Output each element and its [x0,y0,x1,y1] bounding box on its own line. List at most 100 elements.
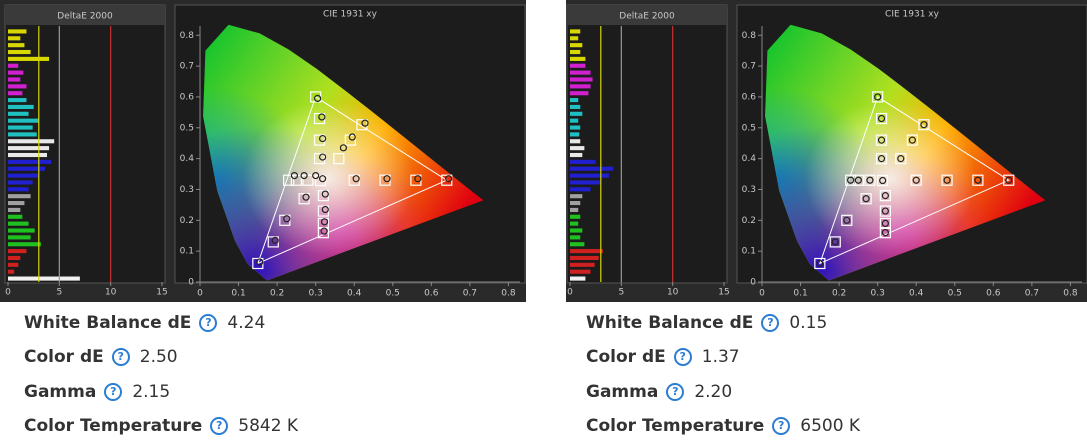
bar [8,63,19,68]
help-icon[interactable]: ? [761,314,780,332]
bar [570,200,581,206]
measured-point [881,229,889,237]
y-tick-label: 0.8 [742,31,757,41]
bar [570,146,585,151]
measured-point [862,195,870,203]
measured-point [321,205,329,214]
measured-point [843,216,851,224]
bar [8,49,31,55]
target-point [879,227,891,239]
stat-value: 6500 K [800,416,861,436]
x-tick-label: 10 [667,288,679,298]
target-point [879,190,891,202]
stat-value: 0.15 [789,313,828,333]
bar [8,180,33,185]
measured-point [866,176,874,184]
measured-point [313,94,322,103]
target-point [290,174,302,186]
bar [8,228,35,233]
plot-bg [4,4,166,284]
x-tick-label: 0.2 [832,289,846,299]
x-tick-label: 0 [197,289,203,299]
bar [8,200,25,206]
y-tick-label: 0 [750,278,756,288]
stat-row: White Balance dE? 4.24 [24,311,265,335]
stat-value: 2.50 [139,347,178,367]
y-tick-label: 0.1 [742,247,756,257]
stat-row: Color dE? 1.37 [586,345,740,369]
bar [570,98,579,103]
measured-point [320,218,329,226]
y-tick-label: 0.4 [180,154,195,164]
help-icon[interactable]: ? [210,417,229,435]
help-icon[interactable]: ? [666,383,685,401]
bar [570,84,591,89]
bar [570,118,579,123]
target-point [356,119,368,131]
bar [570,111,583,116]
stat-row: Gamma? 2.20 [586,380,732,404]
stat-label: Gamma [24,382,97,402]
measured-point [881,219,889,227]
measured-point [912,176,920,184]
bar [8,98,27,103]
chart-title: CIE 1931 xy [323,10,378,20]
measured-point [831,238,839,246]
x-tick-label: 10 [105,288,117,298]
measured-point [256,258,264,266]
target-point [875,112,888,125]
target-point [333,153,345,165]
bar [570,139,581,144]
bar [570,228,583,233]
bar [570,187,591,192]
y-tick-label: 0.5 [180,123,194,133]
bar [8,255,21,261]
plot-bg [566,4,728,284]
help-icon[interactable]: ? [673,348,692,366]
measured-point [881,207,889,215]
measured-point [352,175,360,183]
target-point [860,193,872,205]
help-icon[interactable]: ? [772,417,791,435]
bar [8,91,23,96]
help-icon[interactable]: ? [111,348,130,366]
measured-point [816,259,824,268]
target-point [910,174,922,186]
bar [570,166,614,171]
chart-title: DeltaE 2000 [57,12,113,22]
bar [8,104,34,110]
measured-point [854,176,862,184]
target-point [872,91,884,103]
x-tick-label: 0.3 [308,289,322,299]
bar [8,235,31,240]
y-tick-label: 0.6 [180,92,195,102]
bar [8,173,39,178]
measured-point [283,215,291,223]
bar [8,146,50,151]
stat-label: White Balance dE [24,313,192,333]
bar [570,152,583,158]
bar [570,221,579,226]
target-point [879,217,891,229]
measured-point [290,171,299,180]
target-point [814,257,826,270]
bar [570,269,591,274]
target-point [829,236,841,248]
stat-row: Gamma? 2.15 [24,380,170,404]
stat-row: Color Temperature? 5842 K [24,414,298,438]
help-icon[interactable]: ? [104,383,123,401]
x-tick-label: 5 [618,288,624,298]
target-point [941,174,953,186]
measured-point [320,227,328,235]
x-tick-label: 0.3 [870,289,884,299]
target-point [875,153,888,165]
gamut-triangle [818,96,1010,265]
bar [8,29,27,34]
help-icon[interactable]: ? [199,314,218,332]
bar [8,43,25,48]
bar [8,132,37,137]
bar [8,111,29,116]
chart-title: CIE 1931 xy [885,10,940,20]
stat-label: Gamma [586,382,659,402]
